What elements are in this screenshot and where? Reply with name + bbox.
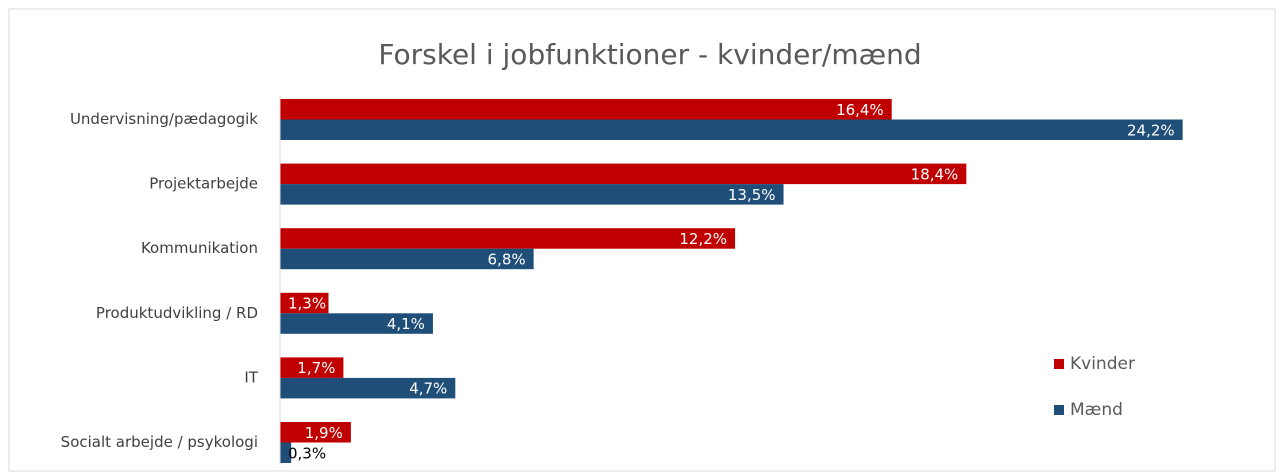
- category-label: Undervisning/pædagogik: [70, 110, 258, 128]
- bar: [280, 442, 292, 463]
- legend-label: Mænd: [1070, 400, 1123, 420]
- value-label: 4,1%: [387, 315, 425, 333]
- value-label: 12,2%: [679, 230, 727, 248]
- value-label: 13,5%: [728, 186, 776, 204]
- bar: [280, 228, 736, 249]
- category-label: IT: [244, 368, 258, 386]
- value-label: 1,3%: [288, 295, 326, 313]
- value-label: 0,3%: [288, 444, 326, 462]
- bar: [280, 119, 1183, 140]
- legend-label: Kvinder: [1070, 354, 1135, 374]
- bar: [280, 357, 344, 378]
- bar: [280, 422, 351, 443]
- value-label: 1,7%: [297, 359, 335, 377]
- bar: [280, 292, 329, 314]
- legend-swatch: [1054, 359, 1064, 369]
- category-label: Socialt arbejde / psykologi: [61, 433, 258, 451]
- value-label: 24,2%: [1127, 121, 1175, 139]
- bar: [280, 313, 433, 334]
- category-label: Projektarbejde: [149, 175, 258, 193]
- category-label: Kommunikation: [141, 239, 258, 257]
- chart-title: Forskel i jobfunktioner - kvinder/mænd: [378, 38, 921, 71]
- bar: [280, 184, 784, 205]
- value-label: 18,4%: [911, 165, 959, 183]
- bar: [280, 99, 892, 120]
- bar: [280, 248, 534, 270]
- category-label: Produktudvikling / RD: [96, 304, 258, 322]
- bar: [280, 377, 456, 399]
- value-label: 1,9%: [305, 424, 343, 442]
- value-label: 4,7%: [409, 380, 447, 398]
- bar: [280, 163, 967, 185]
- value-label: 16,4%: [836, 101, 884, 119]
- legend-swatch: [1054, 405, 1064, 415]
- value-label: 6,8%: [488, 250, 526, 268]
